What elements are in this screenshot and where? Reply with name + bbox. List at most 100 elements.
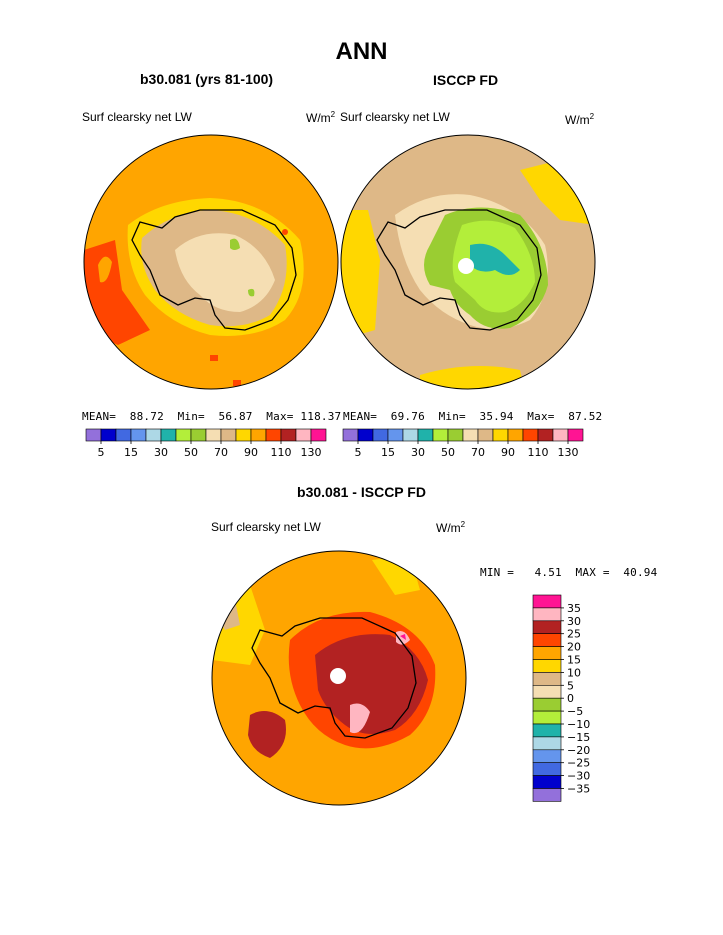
diff-colorbar-box bbox=[532, 749, 562, 763]
left-colorbar-box bbox=[220, 428, 237, 442]
diff-colorbar-box bbox=[532, 607, 562, 622]
left-colorbar-box bbox=[190, 428, 207, 442]
diff-colorbar-label: −5 bbox=[567, 705, 583, 718]
right-colorbar-box bbox=[462, 428, 479, 442]
diff-min-value: 4.51 bbox=[534, 566, 562, 579]
right-units-text: W/m bbox=[565, 113, 590, 127]
left-map bbox=[83, 134, 339, 390]
left-map-coastline bbox=[131, 209, 297, 331]
diff-colorbar-label: 10 bbox=[567, 666, 581, 679]
left-map-green-spot bbox=[230, 238, 240, 250]
diff-colorbar-box bbox=[532, 775, 562, 789]
right-colorbar-box bbox=[387, 428, 404, 442]
right-colorbar-box bbox=[552, 428, 569, 442]
diff-colorbar-box bbox=[532, 723, 562, 738]
right-colorbar-box bbox=[357, 428, 374, 442]
diff-colorbar-box bbox=[532, 710, 562, 725]
diff-panel-title: b30.081 - ISCCP FD bbox=[297, 484, 426, 500]
diff-min-label: MIN = bbox=[480, 566, 515, 579]
diff-colorbar-label: 35 bbox=[567, 602, 581, 615]
left-colorbar-label: 130 bbox=[301, 446, 322, 459]
diff-map-red-patch-west bbox=[248, 711, 286, 758]
left-map-green-spot-2 bbox=[248, 288, 255, 297]
diff-colorbar-label: 0 bbox=[567, 692, 574, 705]
diff-units-sup: 2 bbox=[460, 520, 466, 529]
main-title: ANN bbox=[335, 38, 388, 65]
left-units-text: W/m bbox=[306, 111, 331, 125]
left-colorbar-box bbox=[265, 428, 282, 442]
left-map-hot-spot-3 bbox=[233, 380, 241, 386]
diff-map-pink bbox=[350, 703, 370, 734]
left-colorbar-box bbox=[100, 428, 117, 442]
right-colorbar-label: 130 bbox=[558, 446, 579, 459]
diff-colorbar-label: 25 bbox=[567, 628, 581, 641]
left-stats: MEAN= 88.72 Min= 56.87 Max= 118.37 bbox=[82, 410, 341, 423]
diff-colorbar-label: 15 bbox=[567, 654, 581, 667]
right-panel-title: ISCCP FD bbox=[433, 72, 499, 88]
diff-colorbar-box bbox=[532, 620, 562, 634]
right-stats: MEAN= 69.76 Min= 35.94 Max= 87.52 bbox=[343, 410, 602, 423]
left-units-label: W/m2 bbox=[306, 110, 335, 125]
right-min-value: 35.94 bbox=[479, 410, 514, 423]
right-colorbar-label: 5 bbox=[355, 446, 362, 459]
diff-colorbar-box bbox=[532, 633, 562, 647]
left-map-hot-spot-2 bbox=[210, 355, 218, 361]
right-map bbox=[340, 134, 596, 390]
diff-colorbar-box bbox=[532, 736, 562, 751]
left-colorbar-box bbox=[310, 428, 327, 442]
right-map-teal bbox=[470, 243, 520, 275]
diff-units-text: W/m bbox=[436, 521, 461, 535]
right-map-border bbox=[340, 134, 596, 390]
left-colorbar-box bbox=[205, 428, 222, 442]
left-mean-label: MEAN= bbox=[82, 410, 117, 423]
diff-map bbox=[211, 550, 467, 806]
diff-max-value: 40.94 bbox=[623, 566, 658, 579]
diff-map-pole-hole bbox=[330, 668, 346, 684]
left-min-label: Min= bbox=[177, 410, 205, 423]
right-colorbar-box bbox=[372, 428, 389, 442]
left-colorbar-box bbox=[85, 428, 102, 442]
left-mean-value: 88.72 bbox=[129, 410, 164, 423]
right-map-pole-hole bbox=[458, 258, 474, 274]
left-colorbar: 5 15 30 50 70 90 110 130 bbox=[85, 428, 327, 459]
left-colorbar-box bbox=[280, 428, 297, 442]
right-colorbar-box bbox=[567, 428, 584, 442]
right-colorbar: 5 15 30 50 70 90 110 130 bbox=[342, 428, 584, 459]
left-colorbar-label: 30 bbox=[154, 446, 168, 459]
diff-colorbar-box bbox=[532, 788, 562, 802]
diff-colorbar-label: −15 bbox=[567, 731, 590, 744]
right-map-coastline bbox=[376, 209, 542, 331]
right-min-label: Min= bbox=[438, 410, 466, 423]
left-colorbar-box bbox=[160, 428, 177, 442]
left-colorbar-box bbox=[250, 428, 267, 442]
diff-colorbar-box bbox=[532, 659, 562, 673]
left-panel-title: b30.081 (yrs 81-100) bbox=[140, 71, 274, 87]
diff-variable-label: Surf clearsky net LW bbox=[211, 520, 321, 534]
right-colorbar-label: 110 bbox=[528, 446, 549, 459]
right-colorbar-box bbox=[417, 428, 434, 442]
right-mean-value: 69.76 bbox=[390, 410, 425, 423]
left-colorbar-label: 15 bbox=[124, 446, 138, 459]
left-colorbar-label: 90 bbox=[244, 446, 258, 459]
left-colorbar-box bbox=[130, 428, 147, 442]
right-colorbar-box bbox=[342, 428, 359, 442]
diff-map-coastline bbox=[251, 617, 417, 739]
diff-units-label: W/m2 bbox=[436, 520, 465, 535]
right-units-sup: 2 bbox=[589, 112, 595, 121]
left-units-sup: 2 bbox=[330, 110, 336, 119]
right-colorbar-label: 70 bbox=[471, 446, 485, 459]
diff-colorbar-label: −35 bbox=[567, 783, 590, 796]
right-units-label: W/m2 bbox=[565, 112, 594, 127]
left-colorbar-label: 70 bbox=[214, 446, 228, 459]
diff-colorbar-label: −10 bbox=[567, 718, 590, 731]
right-map-yellow-west bbox=[341, 210, 380, 340]
right-colorbar-box bbox=[447, 428, 464, 442]
diff-colorbar-label: 20 bbox=[567, 641, 581, 654]
right-colorbar-box bbox=[522, 428, 539, 442]
diff-max-label: MAX = bbox=[575, 566, 610, 579]
right-colorbar-label: 15 bbox=[381, 446, 395, 459]
left-min-value: 56.87 bbox=[218, 410, 253, 423]
right-colorbar-box bbox=[432, 428, 449, 442]
right-variable-label: Surf clearsky net LW bbox=[340, 110, 450, 124]
